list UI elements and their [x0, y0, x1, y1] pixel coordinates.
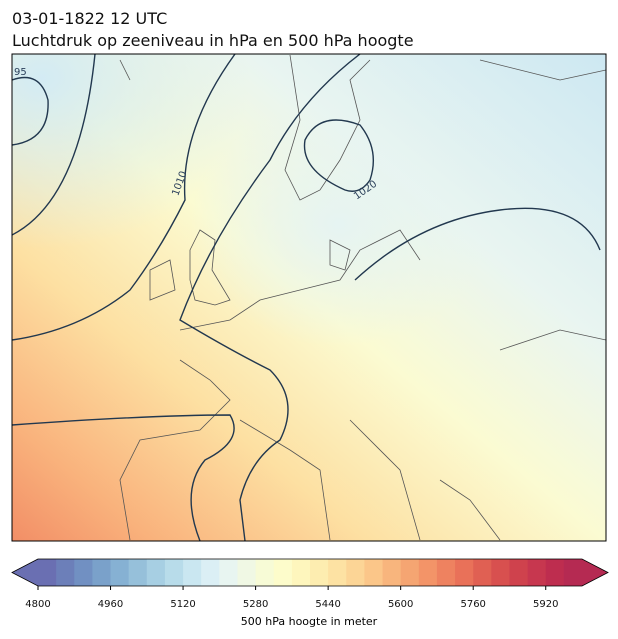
isobar [12, 54, 236, 341]
colorbar-band [400, 559, 420, 586]
colorbar-band [509, 559, 529, 586]
colorbar-band [128, 559, 148, 586]
colorbar-band [364, 559, 384, 586]
colorbar-tick-label: 5600 [388, 599, 413, 610]
colorbar-band [183, 559, 202, 586]
map-frame [11, 53, 607, 542]
colorbar-extend [12, 559, 38, 586]
colorbar-band [201, 559, 220, 586]
colorbar-band [237, 559, 257, 586]
subtitle: Luchtdruk op zeeniveau in hPa en 500 hPa… [12, 31, 414, 50]
colorbar-band [273, 559, 293, 586]
colorbar-band [473, 559, 492, 586]
colorbar-band [436, 559, 456, 586]
map-field [12, 54, 606, 541]
colorbar-band [74, 559, 93, 586]
colorbar-band [164, 559, 184, 586]
colorbar: 4800 4960 5120 5280 5440 5600 5760 5920 [11, 558, 609, 610]
colorbar-band [545, 559, 565, 586]
isobar [12, 76, 49, 146]
colorbar-label: 500 hPa hoogte in meter [241, 615, 378, 628]
colorbar-band [255, 559, 275, 586]
colorbar-tick-label: 4960 [98, 599, 123, 610]
coastline [119, 54, 606, 541]
colorbar-band [328, 559, 347, 586]
colorbar-band [527, 559, 547, 586]
colorbar-band [563, 559, 583, 586]
colorbar-tick-label: 4800 [25, 599, 50, 610]
colorbar-band [310, 559, 329, 586]
contour-label: 95 [14, 67, 27, 78]
colorbar-band [110, 559, 130, 586]
colorbar-band [455, 559, 474, 586]
colorbar-tick-label: 5440 [315, 599, 340, 610]
colorbar-band [491, 559, 510, 586]
colorbar-tick-label: 5760 [460, 599, 485, 610]
colorbar-tick-label: 5920 [533, 599, 558, 610]
colorbar-band [146, 559, 166, 586]
isobar [12, 54, 96, 236]
colorbar-band [219, 559, 238, 586]
colorbar-band [346, 559, 365, 586]
colorbar-band [291, 559, 311, 586]
colorbar-tick-label: 5280 [243, 599, 268, 610]
colorbar-band [418, 559, 438, 586]
colorbar-band [38, 559, 57, 586]
colorbar-band [382, 559, 402, 586]
isobar [179, 54, 361, 541]
colorbar-band [56, 559, 75, 586]
colorbar-extend [582, 559, 608, 586]
map: 95 1010 1020 [12, 54, 606, 541]
isobar [12, 414, 235, 541]
isobar [303, 119, 374, 192]
title: 03-01-1822 12 UTC [12, 9, 167, 28]
colorbar-band [92, 559, 112, 586]
colorbar-tick-label: 5120 [170, 599, 195, 610]
isobar [354, 207, 601, 281]
colorbar-outline [11, 558, 609, 587]
